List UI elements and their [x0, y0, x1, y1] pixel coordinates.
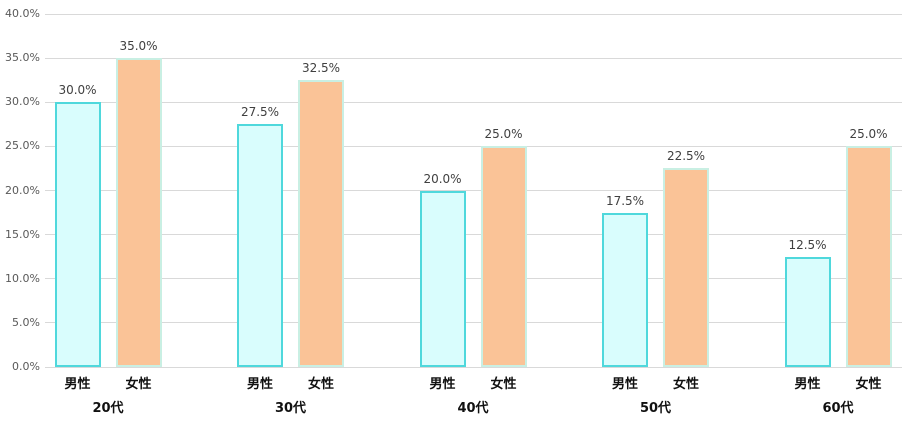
category-label-block: 男性 女性 50代	[602, 373, 709, 416]
series-label-male: 男性	[246, 377, 273, 392]
bar-value-label: 32.5%	[301, 61, 341, 76]
series-label-row: 男性 女性	[55, 373, 162, 392]
gridline	[45, 145, 902, 147]
bar-male-20代	[54, 102, 101, 367]
bar-group-5: 12.5% 25.0%	[784, 14, 892, 367]
category-label-block: 男性 女性 20代	[55, 373, 162, 416]
category-label: 60代	[822, 401, 854, 416]
bar-male-30代	[237, 124, 283, 367]
series-label-male: 男性	[611, 377, 638, 392]
bar-female-60代	[845, 146, 892, 367]
bar-male-60代	[784, 256, 831, 367]
series-label-female: 女性	[125, 377, 152, 392]
series-label-row: 男性 女性	[785, 373, 892, 392]
gridline	[45, 366, 902, 368]
bar-male-50代	[602, 212, 648, 367]
bar-value-label: 20.0%	[423, 171, 462, 186]
gridline	[45, 234, 902, 236]
bar-value-label: 25.0%	[484, 127, 523, 142]
series-label-female: 女性	[855, 377, 882, 392]
bar-value-label: 12.5%	[788, 237, 827, 252]
bar-female-30代	[298, 80, 344, 367]
gridline	[45, 322, 902, 324]
bar-female-50代	[663, 168, 709, 367]
series-label-male: 男性	[64, 377, 91, 392]
bar-female-40代	[480, 146, 527, 367]
category-label: 40代	[457, 401, 489, 416]
bar-female-20代	[115, 58, 162, 367]
bar-male-40代	[419, 190, 466, 367]
series-label-male: 男性	[794, 377, 821, 392]
series-label-male: 男性	[429, 377, 456, 392]
y-axis-tick-label: 40.0%	[5, 7, 40, 20]
category-label-block: 男性 女性 60代	[785, 373, 892, 416]
gridline	[45, 101, 902, 103]
category-label: 20代	[92, 401, 124, 416]
gridline	[45, 57, 902, 59]
series-label-row: 男性 女性	[602, 373, 709, 392]
category-label-block: 男性 女性 40代	[420, 373, 527, 416]
y-axis-tick-label: 30.0%	[5, 95, 40, 109]
series-label-row: 男性 女性	[420, 373, 527, 392]
series-label-female: 女性	[490, 377, 517, 392]
y-axis-tick-label: 15.0%	[5, 227, 40, 241]
category-label-block: 男性 女性 30代	[237, 373, 344, 416]
bar-group-3: 20.0% 25.0%	[419, 14, 527, 367]
bar-value-label: 35.0%	[119, 39, 158, 54]
category-label: 30代	[274, 401, 307, 416]
bar-value-label: 17.5%	[605, 193, 645, 208]
bar-value-label: 27.5%	[240, 105, 280, 120]
category-label: 50代	[639, 401, 672, 416]
plot-area: 30.0% 35.0% 27.5% 32.5% 20.0% 25.0% 17.5% 22.5%…	[45, 13, 902, 368]
bar-value-label: 30.0%	[58, 83, 97, 98]
y-axis-tick-label: 35.0%	[5, 51, 40, 65]
series-label-row: 男性 女性	[237, 373, 344, 392]
bar-group-4: 17.5% 22.5%	[602, 14, 709, 367]
y-axis-tick-label: 10.0%	[5, 271, 40, 285]
bar-group-2: 27.5% 32.5%	[237, 14, 344, 367]
bar-group-1: 30.0% 35.0%	[54, 14, 162, 367]
gridline	[45, 190, 902, 191]
gridline	[45, 13, 902, 15]
bar-value-label: 22.5%	[666, 149, 706, 164]
bar-value-label: 25.0%	[849, 127, 888, 142]
gridline	[45, 278, 902, 280]
y-axis-tick-label: 25.0%	[5, 139, 40, 153]
y-axis-tick-label: 0.0%	[12, 360, 40, 373]
y-axis-tick-label: 20.0%	[5, 183, 40, 197]
series-label-female: 女性	[307, 377, 334, 392]
series-label-female: 女性	[672, 377, 699, 392]
y-axis-tick-label: 5.0%	[12, 315, 40, 329]
